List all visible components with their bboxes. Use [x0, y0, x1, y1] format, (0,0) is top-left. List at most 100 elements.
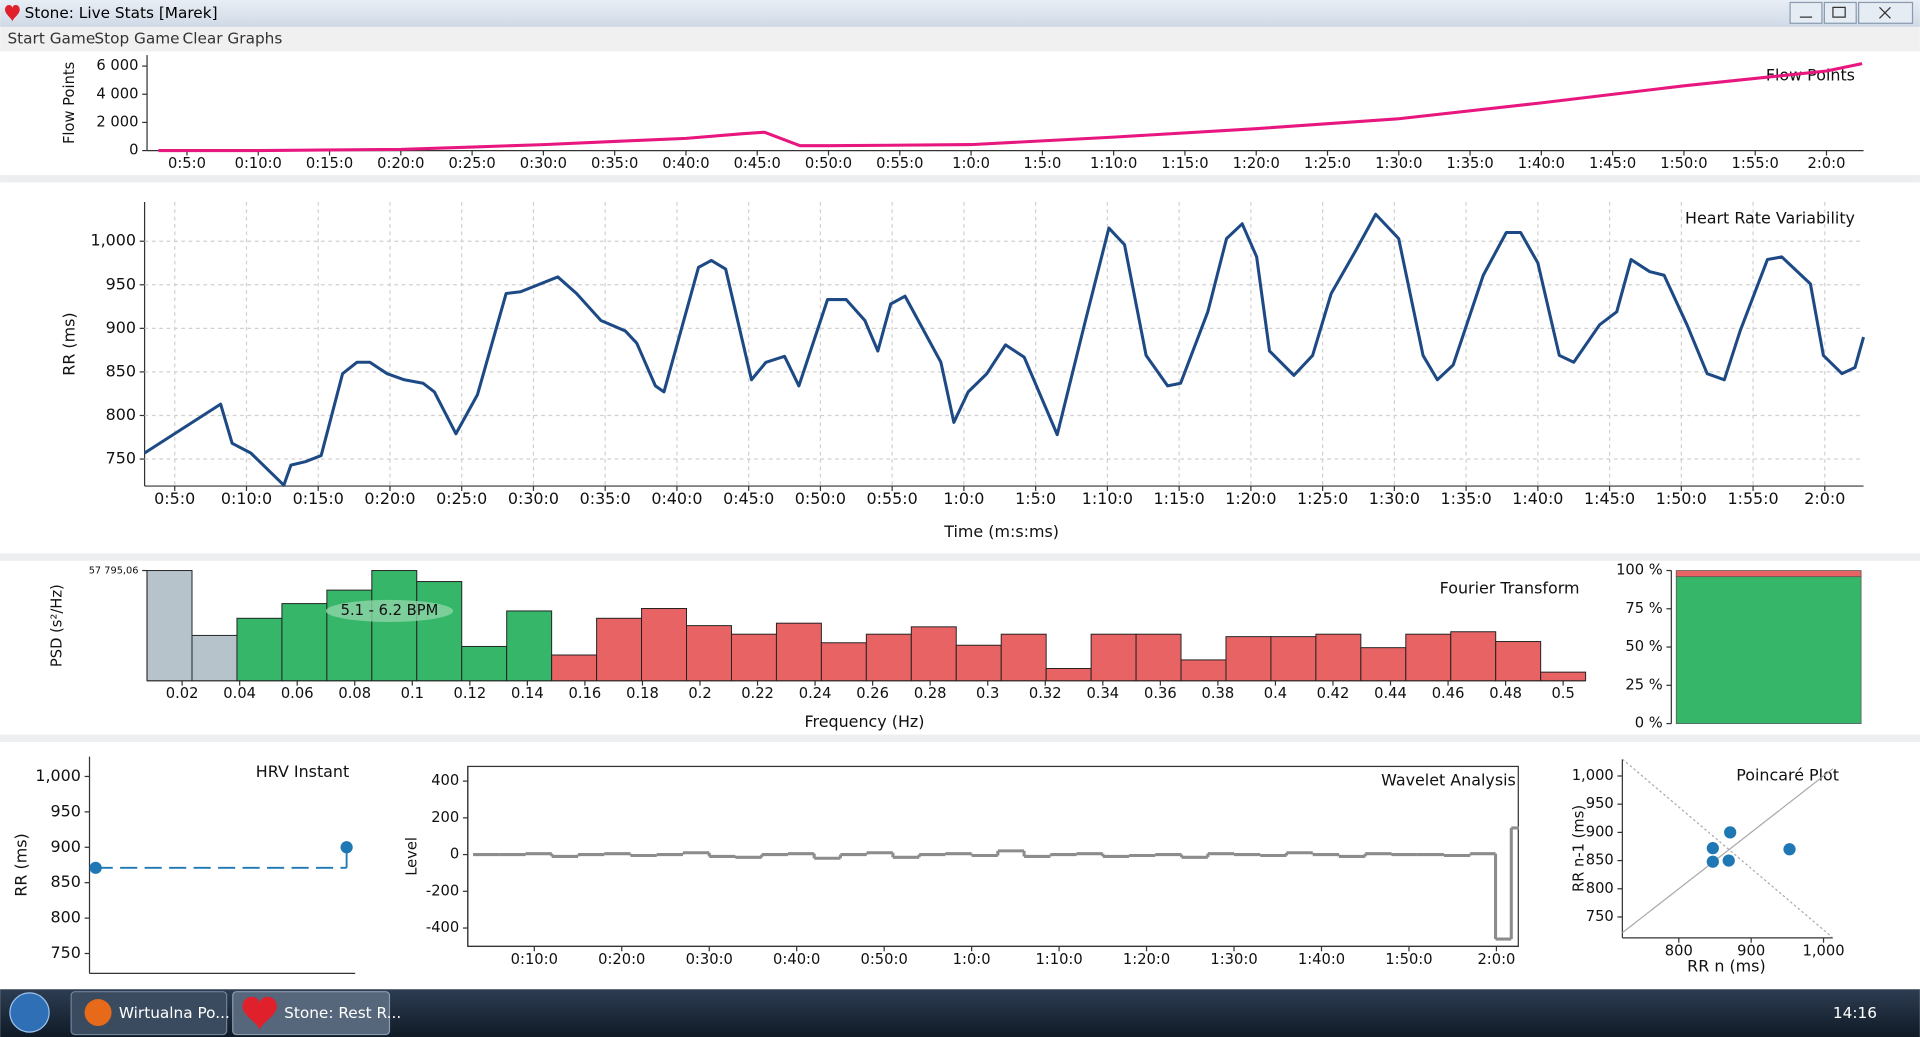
- bar: [1406, 634, 1451, 681]
- y-tick-label: 0 %: [1635, 715, 1663, 732]
- data-point: [1724, 826, 1736, 838]
- x-tick-label: 0:50:0: [805, 155, 852, 172]
- x-tick-label: 0.38: [1202, 685, 1235, 702]
- maximize-button[interactable]: [1824, 2, 1856, 23]
- x-tick-label: 1:45:0: [1584, 489, 1635, 508]
- x-tick-label: 0.24: [799, 685, 832, 702]
- x-tick-label: 0.02: [166, 685, 199, 702]
- bar: [731, 634, 776, 681]
- x-tick-label: 0.36: [1144, 685, 1177, 702]
- y-tick-label: 100 %: [1616, 562, 1663, 579]
- menu-item[interactable]: Start Game: [7, 30, 95, 48]
- minimize-button[interactable]: [1790, 2, 1822, 23]
- bar: [687, 626, 732, 681]
- bar: [776, 623, 821, 681]
- x-tick-label: 1:50:0: [1660, 155, 1707, 172]
- y-tick-label: 750: [51, 943, 81, 962]
- y-tick-label: 1,000: [35, 766, 81, 785]
- x-tick-label: 1:20:0: [1123, 951, 1170, 968]
- y-tick-label: 200: [431, 809, 459, 826]
- x-tick-label: 1:30:0: [1375, 155, 1422, 172]
- y-tick-label: 50 %: [1625, 638, 1662, 655]
- x-tick-label: 0:40:0: [773, 951, 820, 968]
- bar: [1451, 632, 1496, 681]
- x-tick-label: 1:55:0: [1727, 489, 1778, 508]
- separator: [0, 175, 1920, 182]
- x-tick-label: 0.26: [856, 685, 889, 702]
- cross-line: [1622, 759, 1833, 938]
- menu-item[interactable]: Clear Graphs: [183, 30, 283, 48]
- y-axis-label: PSD (s²/Hz): [49, 584, 66, 667]
- x-tick-label: 0.44: [1374, 685, 1407, 702]
- y-tick-label: 950: [51, 801, 81, 820]
- bar-segment: [1676, 577, 1861, 724]
- bar: [417, 582, 462, 681]
- y-tick-label: 75 %: [1625, 600, 1662, 617]
- y-tick-label: 2 000: [96, 113, 138, 130]
- y-tick-label: 4 000: [96, 85, 138, 102]
- start-button[interactable]: [10, 993, 49, 1032]
- y-tick-label: 850: [106, 361, 136, 380]
- x-tick-label: 0:55:0: [867, 489, 918, 508]
- x-tick-label: 0.28: [914, 685, 947, 702]
- y-tick-label: -400: [426, 919, 459, 936]
- data-line: [145, 214, 1864, 485]
- data-point: [1723, 854, 1735, 866]
- bar: [462, 646, 507, 680]
- x-tick-label: 0.3: [976, 685, 999, 702]
- separator: [0, 553, 1920, 560]
- x-tick-label: 1:45:0: [1589, 155, 1636, 172]
- bar: [1091, 634, 1136, 681]
- x-tick-label: 1:15:0: [1154, 489, 1205, 508]
- x-tick-label: 0:5:0: [154, 489, 195, 508]
- y-axis-label: Level: [404, 837, 421, 876]
- bar: [372, 571, 417, 681]
- y-tick-label: 400: [431, 772, 459, 789]
- y-tick-label: 900: [51, 837, 81, 856]
- x-tick-label: 0:50:0: [795, 489, 846, 508]
- x-tick-label: 0.34: [1086, 685, 1119, 702]
- x-tick-label: 1:5:0: [1015, 489, 1056, 508]
- x-axis-label: Time (m:s:ms): [943, 522, 1059, 541]
- data-point: [1707, 842, 1719, 854]
- window-title: Stone: Live Stats [Marek]: [25, 4, 218, 22]
- annotation: 5.1 - 6.2 BPM: [341, 602, 439, 619]
- data-point: [90, 862, 102, 874]
- x-tick-label: 2:0:0: [1804, 489, 1845, 508]
- bar: [1271, 637, 1316, 681]
- y-axis-label: RR (ms): [12, 833, 31, 896]
- x-tick-label: 0.2: [688, 685, 711, 702]
- x-tick-label: 1:35:0: [1440, 489, 1491, 508]
- bar: [1226, 637, 1271, 681]
- x-tick-label: 0:50:0: [861, 951, 908, 968]
- x-tick-label: 1:20:0: [1225, 489, 1276, 508]
- bar: [1361, 648, 1406, 681]
- y-tick-label: 0: [450, 846, 459, 863]
- x-tick-label: 0.46: [1432, 685, 1465, 702]
- x-tick-label: 1:30:0: [1369, 489, 1420, 508]
- menu-item[interactable]: Stop Game: [94, 30, 179, 48]
- x-tick-label: 1:10:0: [1035, 951, 1082, 968]
- x-tick-label: 0.32: [1029, 685, 1062, 702]
- bar: [507, 611, 552, 681]
- y-tick-label: 1,000: [1572, 767, 1614, 784]
- x-tick-label: 0:20:0: [377, 155, 424, 172]
- y-tick-label: 6 000: [96, 57, 138, 74]
- taskbar-label: Stone: Rest R...: [284, 1004, 401, 1022]
- x-tick-label: 1:55:0: [1732, 155, 1779, 172]
- y-axis-label: RR n-1 (ms): [1571, 805, 1588, 892]
- data-line: [158, 64, 1862, 151]
- bar: [597, 618, 642, 680]
- x-tick-label: 1:15:0: [1161, 155, 1208, 172]
- x-tick-label: 0.08: [338, 685, 371, 702]
- x-tick-label: 0.16: [569, 685, 602, 702]
- x-tick-label: 0.42: [1317, 685, 1350, 702]
- menu-bar: [0, 27, 1920, 51]
- x-tick-label: 1:0:0: [952, 155, 990, 172]
- x-tick-label: 0:25:0: [448, 155, 495, 172]
- x-tick-label: 0:40:0: [651, 489, 702, 508]
- x-tick-label: 2:0:0: [1808, 155, 1846, 172]
- y-tick-label: 850: [51, 872, 81, 891]
- x-tick-label: 0.4: [1264, 685, 1287, 702]
